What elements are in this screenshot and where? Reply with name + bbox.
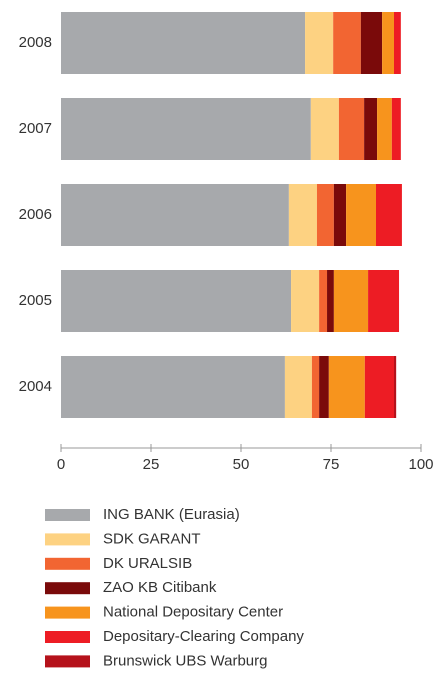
legend-swatch bbox=[45, 606, 90, 619]
bar-segment bbox=[61, 12, 306, 74]
y-tick-label: 2005 bbox=[19, 292, 52, 309]
legend-label: National Depositary Center bbox=[103, 604, 283, 621]
legend-swatch bbox=[45, 655, 90, 668]
bar-segment bbox=[364, 98, 378, 160]
bar-segment bbox=[327, 270, 334, 332]
y-tick-label: 2006 bbox=[19, 206, 52, 223]
y-tick-label: 2008 bbox=[19, 34, 52, 51]
legend-swatch bbox=[45, 631, 90, 643]
bar-segment bbox=[305, 12, 334, 74]
legend-label: SDK GARANT bbox=[103, 530, 201, 547]
bar-segment bbox=[288, 184, 317, 246]
bar-segment bbox=[394, 356, 397, 418]
legend-label: DK URALSIB bbox=[103, 555, 192, 572]
x-tick-label: 100 bbox=[408, 456, 433, 473]
bar-segment bbox=[61, 356, 285, 418]
bar-segment bbox=[311, 356, 320, 418]
bar-segment bbox=[368, 270, 400, 332]
bar-segment bbox=[284, 356, 312, 418]
legend-swatch bbox=[45, 509, 90, 521]
bar-segment bbox=[61, 98, 311, 160]
y-tick-label: 2004 bbox=[19, 378, 52, 395]
legend-label: ZAO KB Citibank bbox=[103, 579, 217, 596]
legend-label: ING BANK (Eurasia) bbox=[103, 506, 240, 523]
bar-segment bbox=[61, 270, 292, 332]
legend-swatch bbox=[45, 533, 90, 546]
bar-segment bbox=[61, 184, 289, 246]
bar-segment bbox=[333, 270, 369, 332]
bar-segment bbox=[377, 98, 392, 160]
bar-segment bbox=[346, 184, 376, 246]
bar-segment bbox=[291, 270, 320, 332]
x-tick-label: 25 bbox=[143, 456, 160, 473]
x-tick-label: 50 bbox=[233, 456, 250, 473]
bar-segment bbox=[333, 184, 347, 246]
bar-segment bbox=[333, 12, 361, 74]
bar-segment bbox=[338, 98, 365, 160]
bar-segment bbox=[319, 270, 328, 332]
bar-segment bbox=[310, 98, 339, 160]
legend-label: Depositary-Clearing Company bbox=[103, 628, 304, 645]
bar-segment bbox=[376, 184, 402, 246]
bar-segment bbox=[391, 98, 401, 160]
bar-segment bbox=[319, 356, 329, 418]
legend-swatch bbox=[45, 557, 90, 570]
y-tick-label: 2007 bbox=[19, 120, 52, 137]
legend-label: Brunswick UBS Warburg bbox=[103, 652, 268, 669]
bar-segment bbox=[328, 356, 365, 418]
bar-segment bbox=[364, 356, 394, 418]
x-tick-label: 75 bbox=[323, 456, 340, 473]
x-tick-label: 0 bbox=[57, 456, 65, 473]
legend-swatch bbox=[45, 582, 90, 595]
bar-segment bbox=[394, 12, 401, 74]
bar-segment bbox=[360, 12, 383, 74]
bar-segment bbox=[316, 184, 334, 246]
bar-segment bbox=[382, 12, 394, 74]
